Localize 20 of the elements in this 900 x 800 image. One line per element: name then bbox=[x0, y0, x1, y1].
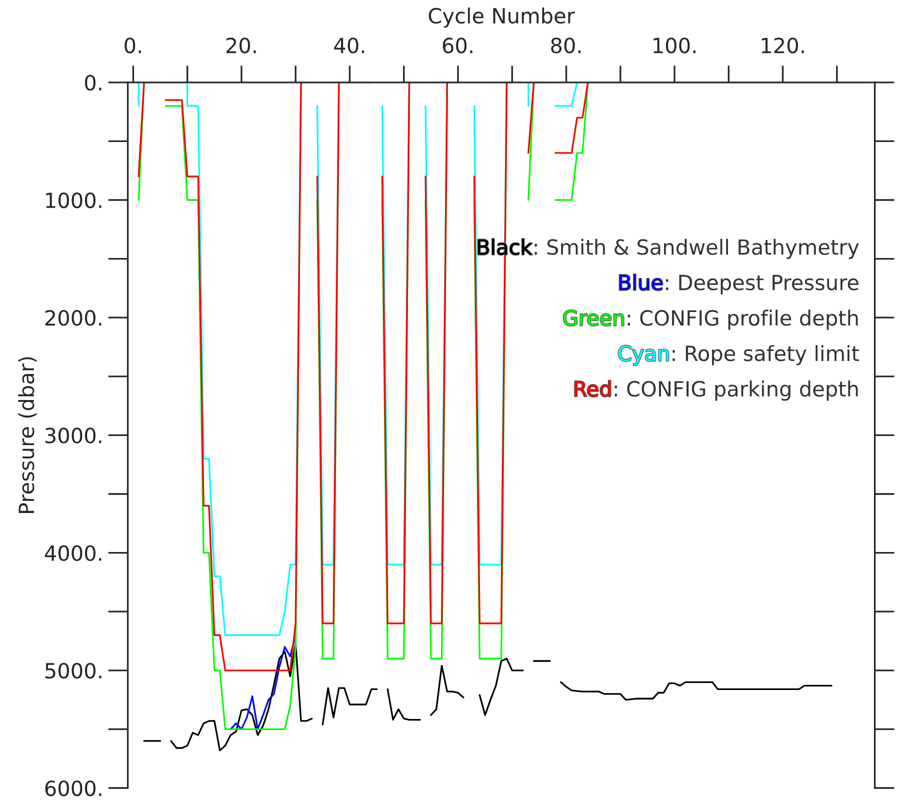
y-tick-label: 2000. bbox=[45, 310, 102, 326]
y-tick-label: 0. bbox=[84, 74, 102, 91]
y-tick-label: 5000. bbox=[45, 662, 102, 679]
y-tick-label: 1000. bbox=[46, 192, 102, 208]
text: Blue: Deepest Pressure bbox=[620, 274, 858, 294]
text: Red: CONFIG parking depth bbox=[574, 380, 858, 401]
x-tick-label: 40. bbox=[334, 38, 364, 54]
x-tick-label: 80. bbox=[551, 38, 581, 54]
y-tick-label: 6000. bbox=[45, 780, 102, 796]
text: Cyan: Rope safety limit bbox=[618, 345, 860, 366]
x-tick-label: 0. bbox=[124, 38, 141, 54]
y-axis-title: Pressure (dbar) bbox=[18, 357, 37, 513]
y-tick-label: 4000. bbox=[44, 545, 102, 562]
x-tick-label: 60. bbox=[442, 38, 472, 54]
text: Green: CONFIG profile depth bbox=[563, 310, 858, 330]
x-tick-label: 20. bbox=[226, 38, 256, 54]
x-tick-label: 120. bbox=[762, 38, 804, 54]
x-axis-title: Cycle Number bbox=[428, 8, 575, 28]
y-tick-label: 3000. bbox=[45, 428, 102, 444]
x-tick-label: 100. bbox=[654, 38, 696, 54]
